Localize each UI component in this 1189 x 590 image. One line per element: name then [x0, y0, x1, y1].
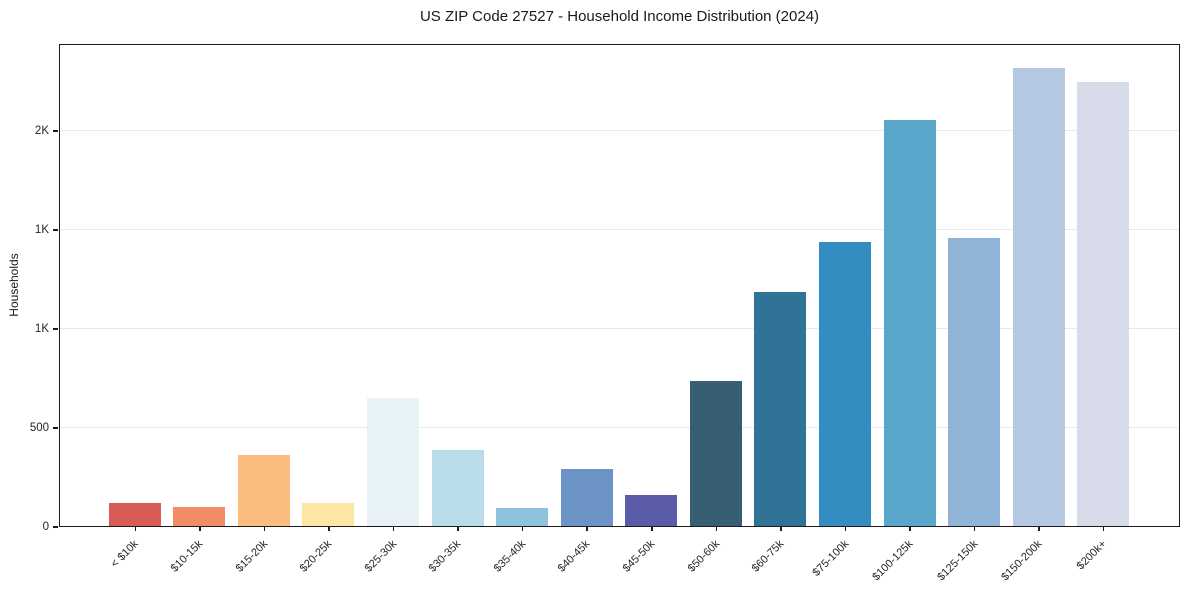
x-tick-label: $75-100k — [810, 538, 851, 579]
x-tick-label: $40-45k — [556, 538, 593, 575]
x-tick-mark — [263, 527, 266, 531]
y-tick-mark — [53, 130, 58, 132]
x-tick-mark — [780, 527, 782, 531]
x-tick-mark — [134, 527, 137, 531]
bar — [689, 381, 742, 526]
y-tick-mark — [53, 427, 58, 429]
x-tick-mark — [1102, 527, 1105, 531]
chart-title: US ZIP Code 27527 - Household Income Dis… — [419, 8, 820, 25]
x-tick-label: $20-25k — [297, 538, 335, 575]
x-tick-mark — [909, 527, 911, 531]
gridline — [60, 130, 1179, 132]
x-tick-label: < $10k — [108, 538, 141, 571]
bar — [1012, 68, 1065, 526]
bar — [431, 450, 484, 526]
x-tick-label: $150-200k — [999, 538, 1045, 584]
bar — [237, 455, 290, 526]
bar — [302, 502, 355, 526]
x-tick-mark — [844, 527, 847, 531]
bar — [754, 291, 807, 526]
bar — [173, 506, 226, 526]
plot-area — [59, 44, 1180, 527]
y-tick-mark — [53, 328, 58, 330]
x-tick-mark — [457, 527, 459, 531]
y-tick-label: 500 — [29, 422, 49, 435]
bar — [625, 494, 678, 526]
bar — [560, 469, 613, 526]
gridline — [60, 427, 1179, 429]
gridline — [60, 328, 1179, 330]
x-tick-label: $125-150k — [934, 538, 981, 584]
gridline — [60, 229, 1179, 231]
bar — [1077, 82, 1130, 526]
y-tick-label: 1K — [34, 224, 49, 237]
x-tick-label: $45-50k — [620, 538, 658, 575]
y-tick-label: 1K — [34, 323, 49, 336]
x-tick-mark — [651, 527, 653, 531]
x-tick-mark — [199, 527, 201, 531]
x-tick-mark — [586, 527, 588, 531]
x-tick-label: $30-35k — [426, 538, 464, 575]
x-tick-label: $100-125k — [870, 538, 916, 584]
x-tick-mark — [1038, 527, 1040, 531]
x-tick-mark — [392, 527, 395, 531]
x-tick-label: $25-30k — [362, 538, 400, 575]
y-axis-label: Households — [7, 253, 21, 317]
y-tick-label: 0 — [42, 521, 49, 533]
x-tick-label: $35-40k — [491, 538, 529, 575]
x-tick-mark — [973, 527, 976, 531]
x-tick-label: $15-20k — [233, 538, 270, 575]
y-tick-mark — [53, 229, 58, 231]
bar — [883, 119, 936, 526]
x-tick-mark — [521, 527, 524, 531]
x-tick-label: $10-15k — [168, 538, 206, 575]
bar — [818, 242, 871, 526]
bar — [948, 237, 1001, 526]
y-tick-label: 2K — [34, 125, 49, 138]
x-tick-mark — [328, 527, 330, 531]
bar — [108, 502, 161, 526]
x-tick-label: $60-75k — [749, 538, 787, 575]
bar — [367, 397, 420, 526]
x-tick-label: $50-60k — [685, 538, 722, 575]
bar — [496, 507, 549, 526]
x-tick-label: $200k+ — [1074, 538, 1110, 573]
x-tick-mark — [715, 527, 718, 531]
y-tick-mark — [53, 526, 58, 528]
